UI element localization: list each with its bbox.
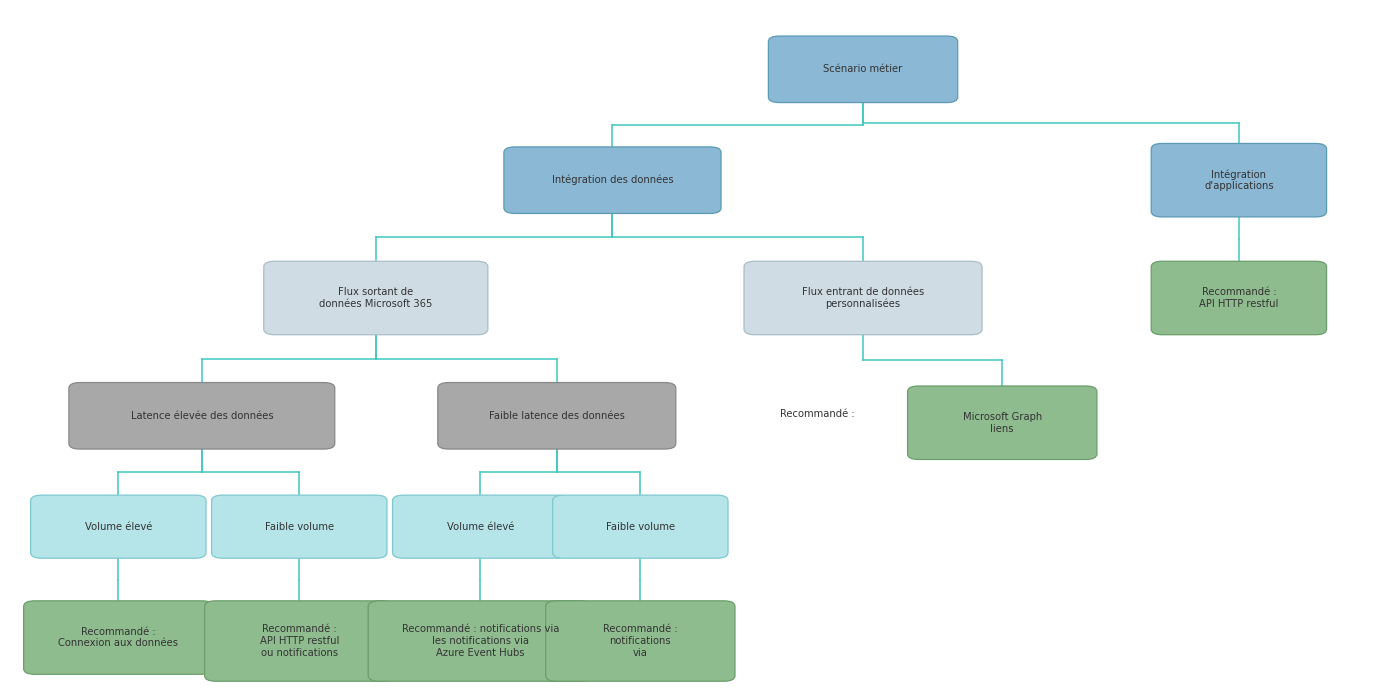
- Text: Flux entrant de données
personnalisées: Flux entrant de données personnalisées: [802, 287, 924, 309]
- Text: Microsoft Graph
liens: Microsoft Graph liens: [963, 412, 1041, 434]
- FancyBboxPatch shape: [546, 601, 735, 681]
- Text: Recommandé :
API HTTP restful
ou notifications: Recommandé : API HTTP restful ou notific…: [259, 624, 340, 658]
- FancyBboxPatch shape: [205, 601, 394, 681]
- Text: Faible volume: Faible volume: [606, 522, 675, 532]
- Text: Recommandé : notifications via
les notifications via
Azure Event Hubs: Recommandé : notifications via les notif…: [401, 624, 560, 658]
- FancyBboxPatch shape: [24, 601, 213, 674]
- FancyBboxPatch shape: [743, 261, 983, 335]
- Text: Volume élevé: Volume élevé: [85, 522, 152, 532]
- FancyBboxPatch shape: [68, 383, 334, 449]
- FancyBboxPatch shape: [1151, 143, 1327, 217]
- Text: Faible volume: Faible volume: [264, 522, 334, 532]
- Text: Recommandé :: Recommandé :: [780, 410, 855, 419]
- FancyBboxPatch shape: [31, 495, 206, 559]
- FancyBboxPatch shape: [1151, 261, 1327, 335]
- FancyBboxPatch shape: [768, 36, 958, 103]
- Text: Latence élevée des données: Latence élevée des données: [131, 411, 273, 421]
- FancyBboxPatch shape: [393, 495, 568, 559]
- Text: Scénario métier: Scénario métier: [824, 64, 902, 74]
- Text: Recommandé :
API HTTP restful: Recommandé : API HTTP restful: [1199, 287, 1279, 309]
- FancyBboxPatch shape: [212, 495, 387, 559]
- FancyBboxPatch shape: [437, 383, 677, 449]
- Text: Volume élevé: Volume élevé: [447, 522, 514, 532]
- FancyBboxPatch shape: [367, 601, 592, 681]
- Text: Recommandé :
Connexion aux données: Recommandé : Connexion aux données: [58, 626, 178, 649]
- Text: Intégration
d'applications: Intégration d'applications: [1204, 169, 1274, 191]
- FancyBboxPatch shape: [264, 261, 487, 335]
- FancyBboxPatch shape: [504, 147, 721, 213]
- FancyBboxPatch shape: [553, 495, 728, 559]
- Text: Faible latence des données: Faible latence des données: [489, 411, 625, 421]
- Text: Recommandé :
notifications
via: Recommandé : notifications via: [603, 624, 678, 658]
- FancyBboxPatch shape: [908, 386, 1097, 459]
- Text: Intégration des données: Intégration des données: [551, 175, 674, 186]
- Text: Flux sortant de
données Microsoft 365: Flux sortant de données Microsoft 365: [319, 287, 433, 309]
